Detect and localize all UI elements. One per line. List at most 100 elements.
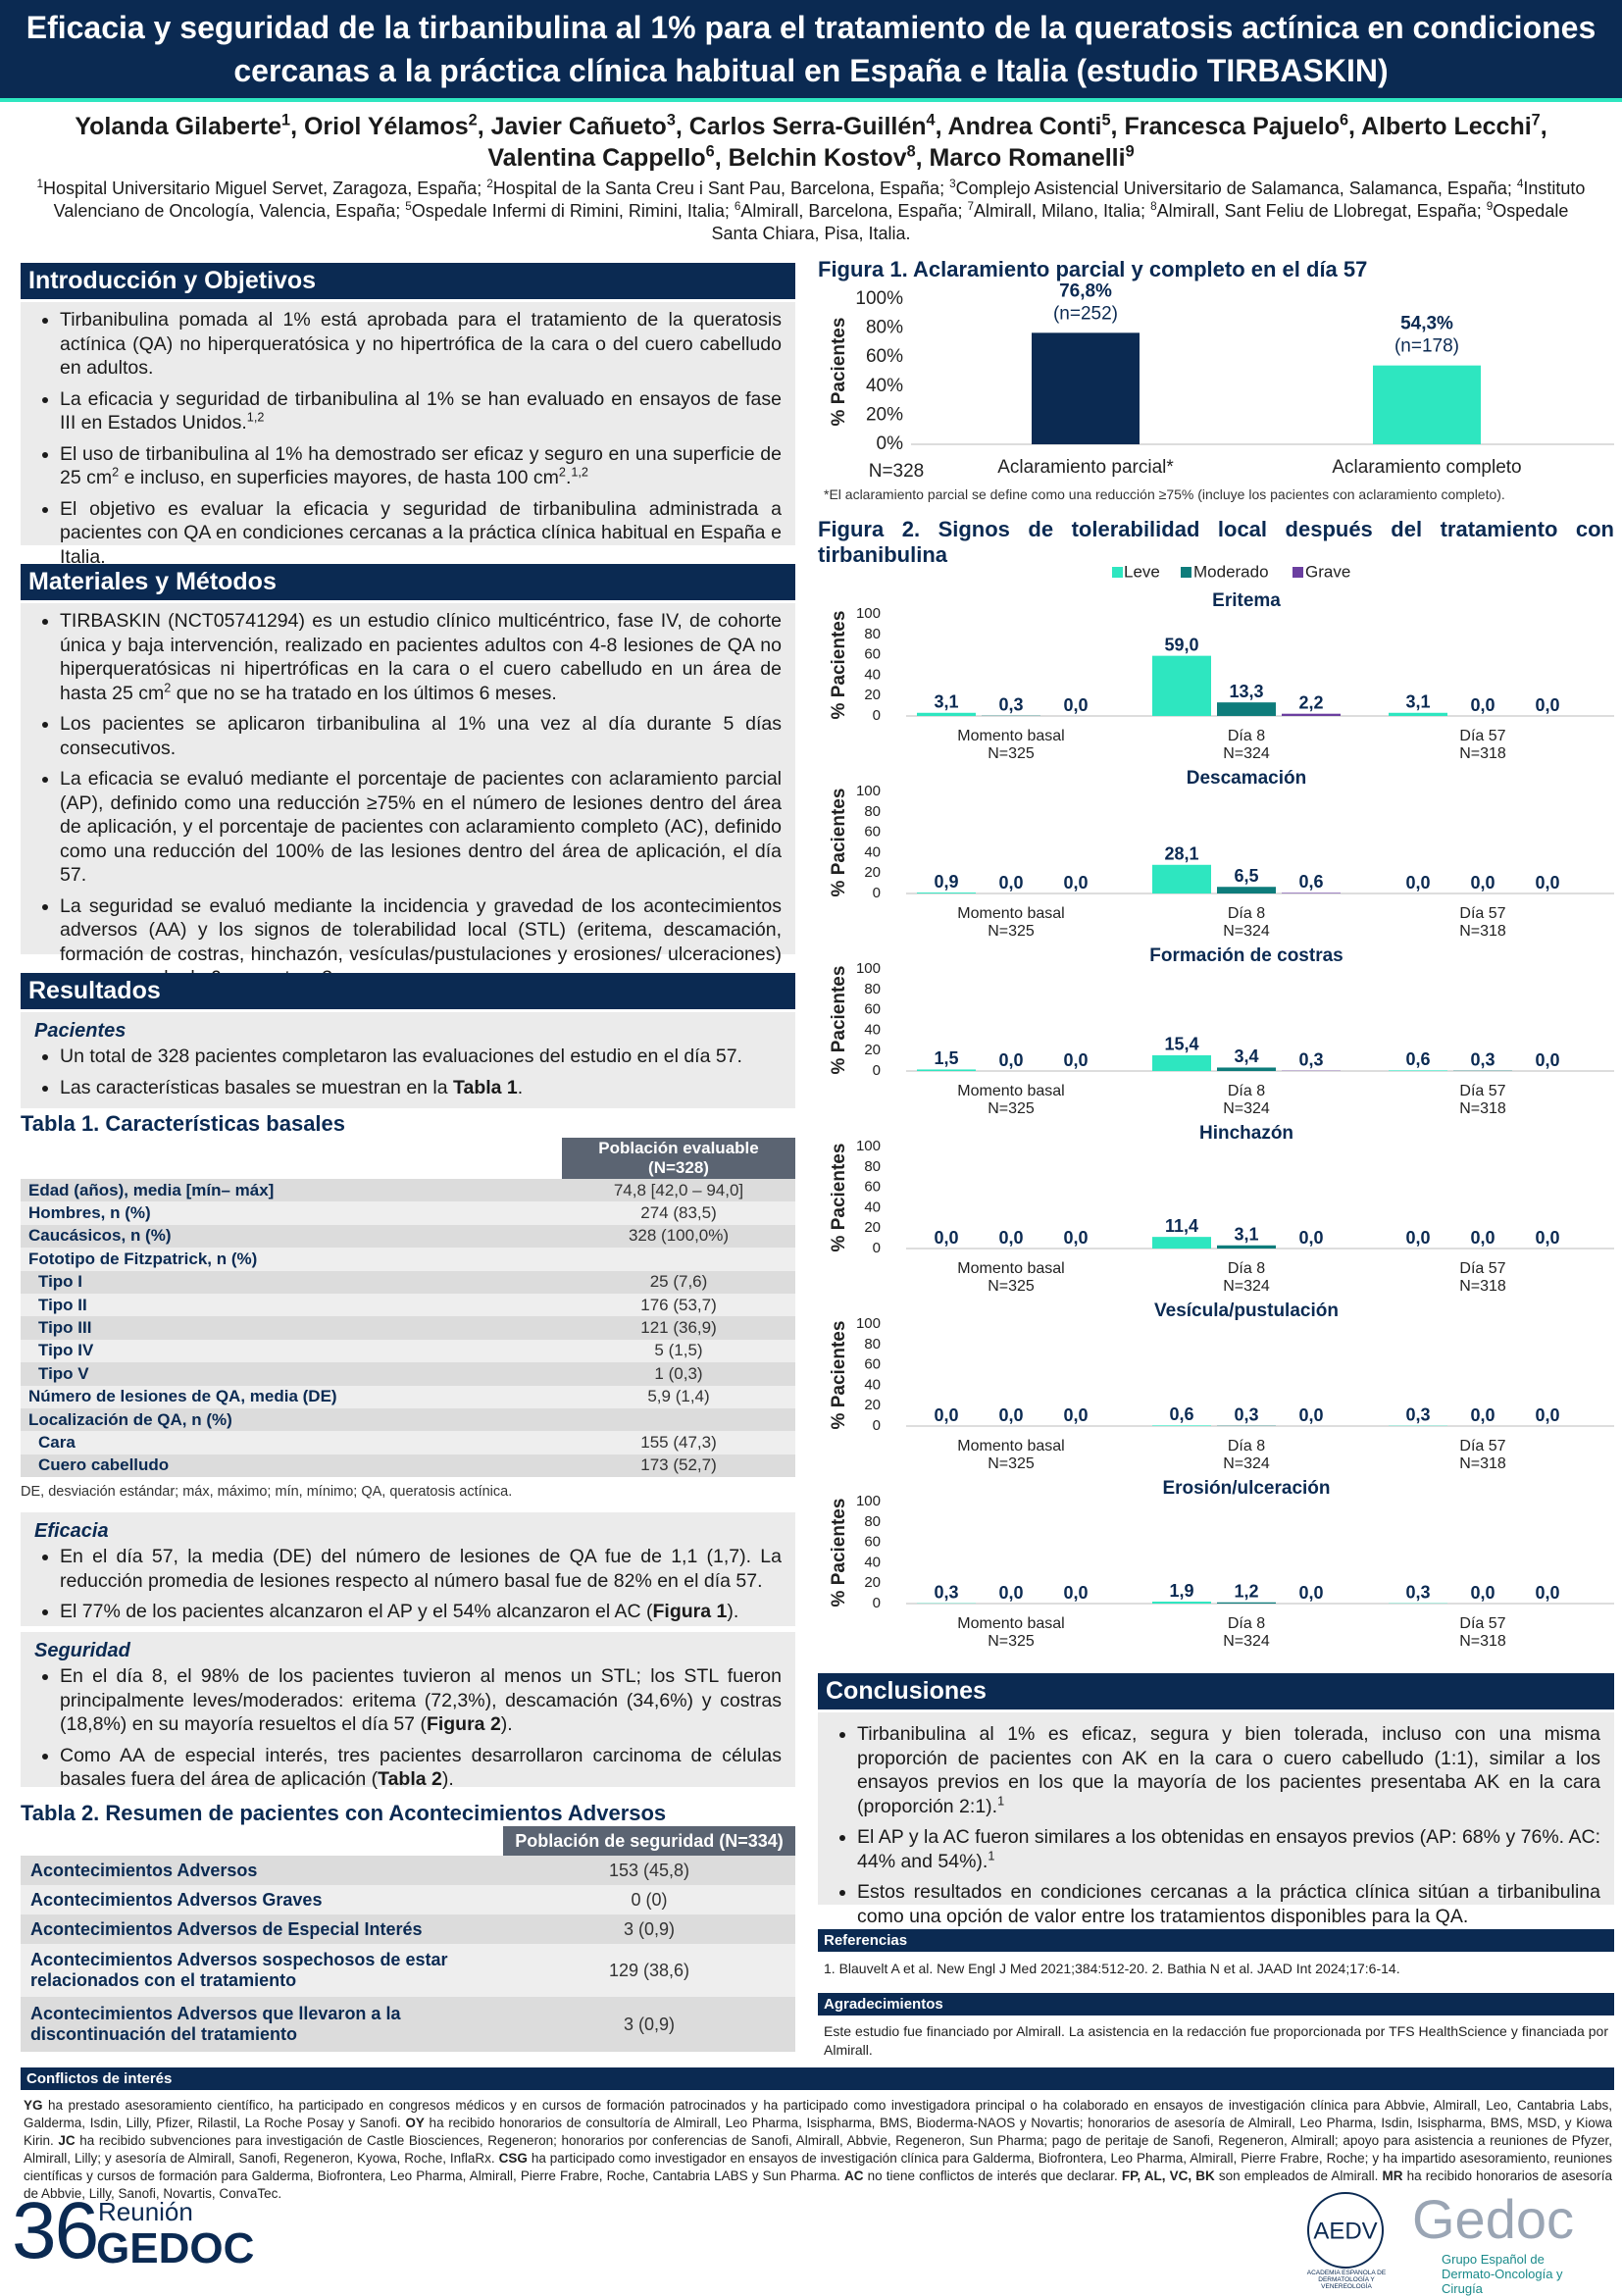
bar bbox=[1152, 1602, 1211, 1604]
references: 1. Blauvelt A et al. New Engl J Med 2021… bbox=[824, 1960, 1608, 1978]
x-tick-n: N=324 bbox=[1223, 1633, 1270, 1650]
section-heading: Conclusiones bbox=[818, 1673, 1614, 1709]
header-row: Población de seguridad (N=334) bbox=[21, 1826, 795, 1856]
x-tick-n: N=325 bbox=[988, 923, 1035, 940]
subheading: Seguridad bbox=[34, 1640, 782, 1662]
value-label: 0,0 bbox=[1470, 873, 1495, 893]
bullet-list: Tirbanibulina al 1% es eficaz, segura y … bbox=[832, 1722, 1600, 1928]
bullet: El objetivo es evaluar la eficacia y seg… bbox=[60, 497, 782, 570]
value-cell: 1 (0,3) bbox=[562, 1362, 795, 1385]
x-tick-label: Momento basal bbox=[957, 728, 1064, 744]
text-run: , Marco Romanelli bbox=[916, 144, 1126, 172]
table-row: Localización de QA, n (%) bbox=[21, 1408, 795, 1431]
label-cell: Tipo I bbox=[21, 1271, 562, 1294]
bold-run: JC bbox=[58, 2133, 75, 2148]
value-label: 0,0 bbox=[1535, 1050, 1559, 1070]
bar bbox=[1152, 656, 1211, 716]
value-label: 1,2 bbox=[1234, 1582, 1258, 1602]
bullet: Las características basales se muestran … bbox=[60, 1076, 782, 1100]
y-tick-label: 20 bbox=[864, 1574, 881, 1591]
y-tick-label: 60 bbox=[864, 1179, 881, 1196]
label-cell: Acontecimientos Adversos que llevaron a … bbox=[21, 1997, 503, 2052]
y-tick-label: 0 bbox=[873, 1062, 881, 1079]
section-heading: Introducción y Objetivos bbox=[21, 263, 795, 299]
x-tick-n: N=318 bbox=[1459, 1278, 1506, 1295]
bold-run: Tabla 2 bbox=[378, 1768, 442, 1790]
aedv-logo: AEDV ACADEMIA ESPAÑOLA DE DERMATOLOGÍA Y… bbox=[1294, 2189, 1402, 2292]
text-run: Almirall, Sant Feliu de Llobregat, Españ… bbox=[1157, 201, 1487, 221]
value-label: 0,0 bbox=[1063, 1228, 1088, 1248]
bullet: Tirbanibulina al 1% es eficaz, segura y … bbox=[857, 1722, 1600, 1818]
bullet: El 77% de los pacientes alcanzaron el AP… bbox=[60, 1600, 782, 1624]
x-tick-n: N=325 bbox=[988, 745, 1035, 762]
value-label: 0,0 bbox=[1535, 873, 1559, 893]
y-axis-label: % Pacientes bbox=[829, 789, 849, 897]
bold-run: FP, AL, VC, BK bbox=[1122, 2168, 1215, 2183]
panel-title: Eritema bbox=[1212, 590, 1281, 611]
text-run: Hospital Universitario Miguel Servet, Za… bbox=[43, 179, 486, 198]
value-label: 3,4 bbox=[1234, 1046, 1258, 1066]
y-tick-label: 20 bbox=[864, 1042, 881, 1058]
text-run: ). bbox=[442, 1768, 454, 1790]
superscript: 4 bbox=[927, 112, 936, 129]
text-run: Tirbanibulina al 1% es eficaz, segura y … bbox=[857, 1723, 1600, 1817]
value-label: 0,6 bbox=[1405, 1049, 1430, 1069]
bar bbox=[1152, 1425, 1211, 1426]
header-line: (N=328) bbox=[563, 1158, 794, 1178]
legend-swatch bbox=[1181, 567, 1191, 578]
table-row: Acontecimientos Adversos de Especial Int… bbox=[21, 1914, 795, 1944]
value-cell: 173 (52,7) bbox=[562, 1454, 795, 1477]
text-run: , Carlos Serra-Guillén bbox=[676, 113, 927, 140]
value-label: 0,0 bbox=[1298, 1583, 1323, 1603]
y-tick-label: 80 bbox=[864, 1158, 881, 1175]
header-line: Población evaluable bbox=[563, 1139, 794, 1158]
value-label: 0,3 bbox=[1298, 1049, 1323, 1069]
text-run: Los pacientes se aplicaron tirbanibulina… bbox=[60, 713, 782, 759]
value-label: 0,0 bbox=[1063, 1050, 1088, 1070]
value-label: 59,0 bbox=[1164, 635, 1198, 654]
superscript: 3 bbox=[667, 112, 676, 129]
legend-swatch bbox=[1293, 567, 1303, 578]
table-row: Acontecimientos Adversos que llevaron a … bbox=[21, 1997, 795, 2052]
bar bbox=[1217, 1246, 1276, 1249]
text-run: , Belchin Kostov bbox=[715, 144, 907, 172]
superscript: 1 bbox=[988, 1849, 994, 1862]
text-run: Complejo Asistencial Universitario de Sa… bbox=[956, 179, 1517, 198]
x-tick-label: Día 57 bbox=[1459, 728, 1505, 744]
value-label: 0,0 bbox=[1063, 1405, 1088, 1425]
value-cell: 25 (7,6) bbox=[562, 1271, 795, 1294]
x-tick-label: Día 8 bbox=[1228, 1438, 1265, 1454]
section-body: Tirbanibulina al 1% es eficaz, segura y … bbox=[818, 1712, 1614, 1905]
gedoc-name: Grupo Español de Dermato-Oncología y Cir… bbox=[1442, 2252, 1598, 2296]
label-cell: Localización de QA, n (%) bbox=[21, 1408, 795, 1431]
panel-title: Formación de costras bbox=[1149, 945, 1343, 966]
x-tick-label: Día 8 bbox=[1228, 905, 1265, 922]
bold-run: AC bbox=[844, 2168, 864, 2183]
superscript: 9 bbox=[1126, 143, 1135, 161]
text-run: , Francesca Pajuelo bbox=[1111, 113, 1340, 140]
bar bbox=[1152, 865, 1211, 893]
text-run: En el día 8, el 98% de los pacientes tuv… bbox=[60, 1665, 782, 1735]
y-tick-label: 80 bbox=[864, 1513, 881, 1530]
value-label: 0,0 bbox=[998, 1050, 1023, 1070]
label-cell: Tipo II bbox=[21, 1294, 562, 1316]
y-tick-label: 60 bbox=[864, 1534, 881, 1551]
y-tick-label: 40 bbox=[864, 1554, 881, 1570]
value-label: 13,3 bbox=[1229, 682, 1263, 701]
text-run: son empleados de Almirall. bbox=[1215, 2168, 1383, 2183]
y-tick-label: 80 bbox=[864, 803, 881, 820]
label-cell: Tipo III bbox=[21, 1316, 562, 1339]
value-cell: 153 (45,8) bbox=[503, 1856, 795, 1885]
text-run: Almirall, Barcelona, España; bbox=[740, 201, 967, 221]
value-cell: 5,9 (1,4) bbox=[562, 1386, 795, 1408]
bullet: Tirbanibulina pomada al 1% está aprobada… bbox=[60, 308, 782, 381]
bullet-list: TIRBASKIN (NCT05741294) es un estudio cl… bbox=[34, 609, 782, 991]
superscript: 1,2 bbox=[571, 466, 588, 480]
table-row: Acontecimientos Adversos sospechosos de … bbox=[21, 1944, 795, 1997]
y-tick-label: 0 bbox=[873, 707, 881, 724]
y-tick-label: 100 bbox=[856, 1138, 881, 1154]
value-label: 0,6 bbox=[1298, 872, 1323, 892]
